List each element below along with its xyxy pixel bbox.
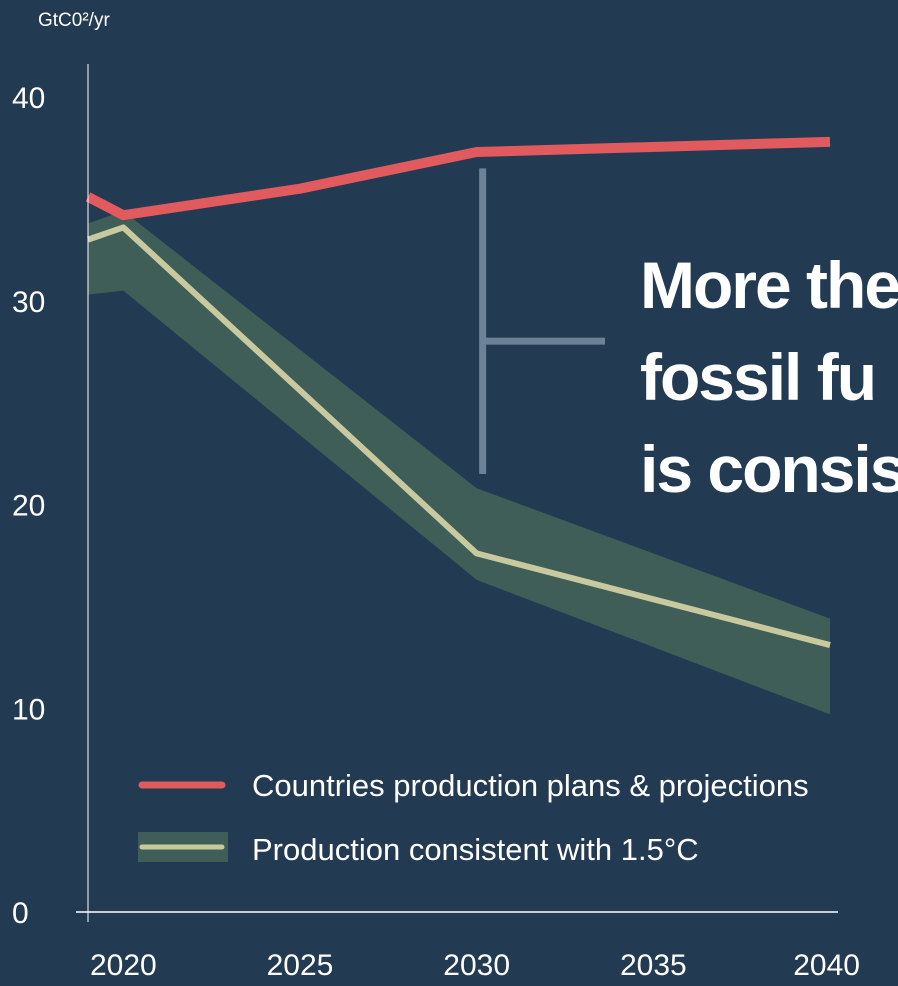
x-tick-label: 2040 (793, 949, 860, 981)
x-tick-label: 2030 (443, 949, 510, 981)
series-line-1 (85, 136, 831, 221)
headline-line-2: fossil fu (640, 340, 875, 414)
headline-line-1: More the (640, 248, 898, 322)
series-layer (85, 136, 831, 648)
y-axis-unit-label: GtC0²/yr (38, 10, 110, 31)
headline-line-3: is consis (640, 432, 898, 506)
x-tick-label: 2035 (620, 949, 687, 981)
range-band-2 (88, 211, 830, 715)
legend-label-1: Countries production plans & projections (252, 768, 809, 803)
y-tick-label: 0 (12, 897, 29, 930)
series-line-2 (87, 224, 831, 648)
axes-layer (76, 64, 838, 922)
annotation-layer (479, 168, 605, 474)
y-tick-label: 30 (12, 286, 45, 319)
x-tick-label: 2020 (90, 949, 157, 981)
y-tick-label: 10 (12, 693, 45, 726)
legend-label-2: Production consistent with 1.5°C (252, 832, 699, 867)
legend: Countries production plans & projections… (138, 768, 809, 867)
band-layer (88, 211, 830, 715)
x-tick-label: 2025 (267, 949, 334, 981)
y-tick-label: 40 (12, 82, 45, 115)
y-tick-label: 20 (12, 490, 45, 523)
